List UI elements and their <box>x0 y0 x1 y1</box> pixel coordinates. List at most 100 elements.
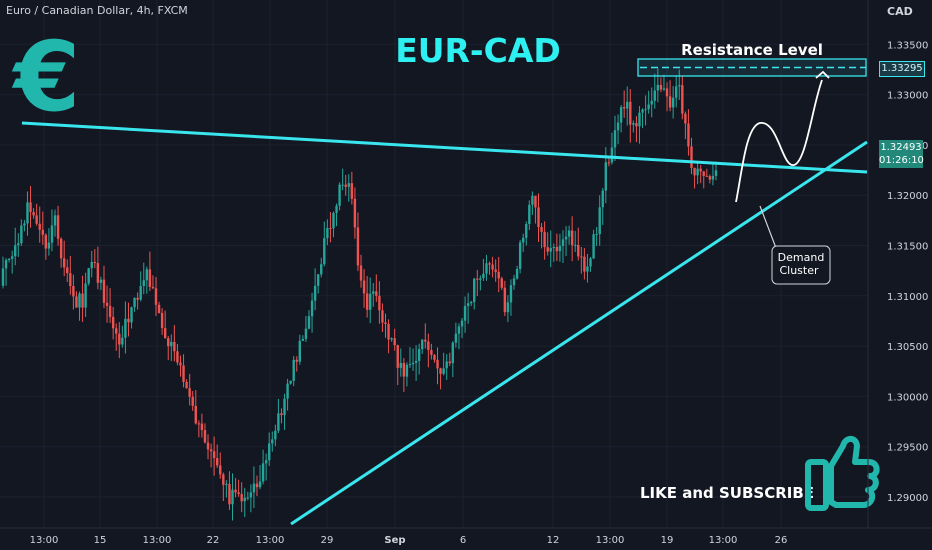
candle-body <box>81 293 84 308</box>
candle-body <box>580 256 583 258</box>
candle-body <box>460 320 464 327</box>
y-tick-label: 1.33000 <box>887 91 928 102</box>
candle-body <box>142 280 145 286</box>
candle-body <box>454 333 458 343</box>
y-tick-label: 1.29000 <box>887 493 928 504</box>
candle-body <box>295 359 298 362</box>
candle-body <box>206 442 210 450</box>
candle-body <box>316 274 320 286</box>
x-tick-label: 6 <box>460 535 466 546</box>
candle-body <box>353 198 357 228</box>
candle-body <box>372 291 375 294</box>
candle-body <box>29 202 32 213</box>
last-price-label: 1.32493 01:26:10 <box>879 140 924 168</box>
candle-body <box>121 337 124 345</box>
candle-body <box>613 130 617 148</box>
candle-body <box>264 460 268 464</box>
candle-body <box>10 256 14 259</box>
x-tick-label: 12 <box>547 535 560 546</box>
candle-body <box>35 215 38 224</box>
last-price-value: 1.32493 <box>880 142 922 153</box>
candle-body <box>255 483 259 488</box>
candle-body <box>387 323 390 340</box>
candle-body <box>616 122 620 131</box>
candle-body <box>148 269 152 287</box>
x-tick-label: Sep <box>384 535 405 546</box>
candle-body <box>678 85 681 87</box>
candles <box>1 68 718 521</box>
demand-callout-box <box>771 245 831 285</box>
candle-body <box>665 88 669 97</box>
candle-body <box>20 225 23 244</box>
candle-body <box>176 351 179 363</box>
candle-body <box>209 449 213 452</box>
candle-body <box>102 279 106 303</box>
candle-body <box>675 86 678 98</box>
candle-body <box>108 305 112 317</box>
candle-body <box>338 184 341 206</box>
y-tick-label: 1.30000 <box>887 392 928 403</box>
candle-body <box>644 109 647 111</box>
x-tick-label: 13:00 <box>256 535 285 546</box>
candle-body <box>417 349 421 361</box>
candle-body <box>414 360 418 363</box>
candle-body <box>307 316 311 329</box>
candle-body <box>130 307 133 323</box>
candle-body <box>696 168 699 176</box>
candle-body <box>427 341 430 350</box>
ascending-trendline <box>290 140 868 526</box>
candle-body <box>365 293 369 310</box>
candle-body <box>111 316 115 329</box>
x-tick-label: 13:00 <box>709 535 738 546</box>
candle-body <box>14 245 17 257</box>
candle-body <box>476 278 479 280</box>
candle-body <box>258 481 262 488</box>
candle-body <box>549 247 552 252</box>
descending-trendline <box>21 121 868 174</box>
candle-body <box>63 258 66 268</box>
symbol-header: Euro / Canadian Dollar, 4h, FXCM <box>6 4 188 17</box>
candle-body <box>607 162 611 164</box>
chart-title: EUR-CAD <box>395 31 561 70</box>
candle-body <box>531 195 534 205</box>
candle-body <box>570 230 574 246</box>
candle-body <box>714 170 718 176</box>
candle-body <box>170 341 173 347</box>
y-tick-label: 1.32000 <box>887 191 928 202</box>
candle-body <box>313 285 317 301</box>
candle-body <box>567 230 571 237</box>
thumbs-up-icon <box>805 435 880 511</box>
candle-body <box>347 183 350 187</box>
candle-body <box>375 291 378 296</box>
candle-body <box>473 278 476 302</box>
candle-body <box>341 184 344 186</box>
candle-body <box>448 361 451 364</box>
candle-body <box>72 286 75 297</box>
candle-body <box>203 429 207 443</box>
candle-body <box>359 265 363 281</box>
candle-body <box>537 207 540 228</box>
candle-body <box>268 443 271 461</box>
candle-body <box>47 242 51 249</box>
candle-body <box>690 146 693 168</box>
demand-pointer <box>759 205 777 249</box>
candle-body <box>44 234 48 249</box>
candle-body <box>552 246 555 248</box>
candle-body <box>310 300 314 317</box>
candle-body <box>457 326 461 334</box>
candle-body <box>1 268 5 286</box>
candle-body <box>225 483 228 485</box>
candle-body <box>442 368 445 374</box>
candle-body <box>604 162 608 191</box>
candle-body <box>577 244 580 257</box>
y-tick-label: 1.31500 <box>887 242 928 253</box>
candle-body <box>638 112 641 127</box>
candle-body <box>127 318 130 323</box>
candle-body <box>90 262 93 269</box>
candle-body <box>41 229 44 235</box>
candle-body <box>629 101 632 125</box>
y-tick-label: 1.30500 <box>887 342 928 353</box>
candle-body <box>463 305 467 321</box>
candle-body <box>154 288 158 305</box>
